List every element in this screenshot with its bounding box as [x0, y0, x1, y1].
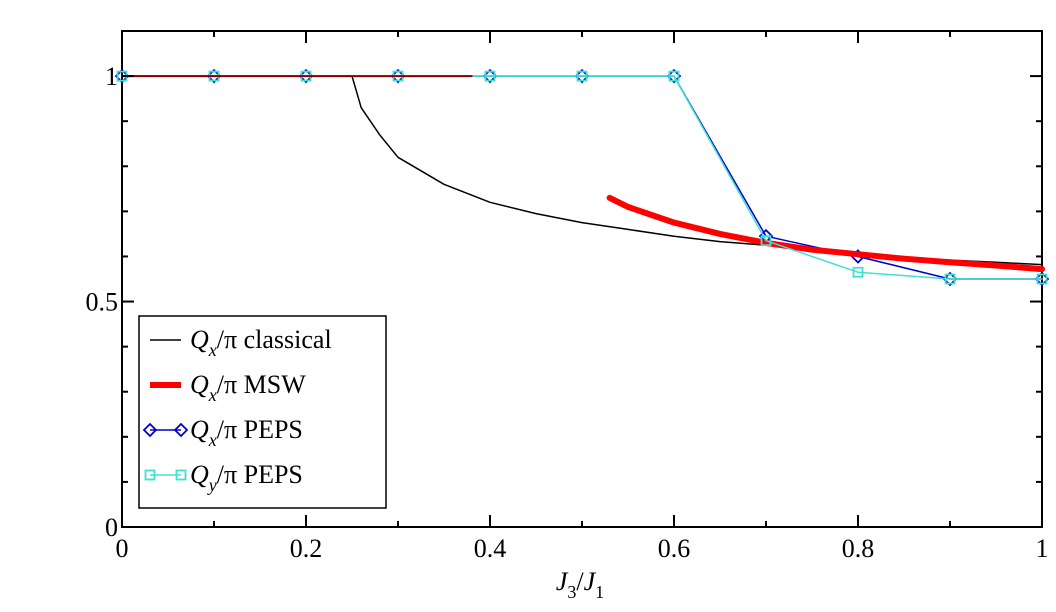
- x-title-sub1: 1: [595, 582, 604, 602]
- y-tick-label: 0: [105, 513, 118, 542]
- series-qy-peps: [116, 70, 1048, 285]
- x-tick-label: 0.4: [474, 534, 507, 563]
- series-line: [121, 75, 1043, 280]
- legend-entry: Qx/π PEPS: [142, 415, 303, 450]
- legend-marker: [142, 422, 158, 438]
- data-point-square: [668, 70, 680, 82]
- x-title-sub3: 3: [567, 582, 576, 602]
- series-line: [121, 75, 1043, 266]
- x-title-j1: J: [584, 567, 597, 596]
- legend: Qx/π classical Qx/π MSW Qx/π PEPS Qy/π PEPS: [138, 315, 387, 509]
- legend-box: [138, 315, 387, 509]
- y-tick-label: 1: [105, 62, 118, 91]
- series-layer: [114, 68, 1050, 287]
- data-point-square: [484, 70, 496, 82]
- legend-entry: Qy/π PEPS: [144, 460, 303, 495]
- series-qx-peps: [114, 68, 1050, 287]
- legend-label: Qy/π PEPS: [190, 460, 303, 495]
- x-tick-label: 0.8: [842, 534, 875, 563]
- legend-label: Qx/π MSW: [190, 370, 306, 405]
- data-point-square: [852, 266, 864, 278]
- x-axis-title: J3/J1: [556, 567, 604, 602]
- x-tick-label: 0.2: [290, 534, 323, 563]
- x-tick-label: 0: [116, 534, 129, 563]
- series-msw: [606, 194, 1045, 273]
- x-title-j3: J: [556, 567, 569, 596]
- legend-marker: [173, 422, 189, 438]
- series-line: [121, 75, 1043, 280]
- data-point-square: [576, 70, 588, 82]
- x-title-slash: /: [576, 567, 584, 596]
- data-point-square: [760, 235, 772, 247]
- x-tick-label: 1: [1036, 534, 1049, 563]
- series-line: [606, 194, 1045, 273]
- series-classical: [121, 75, 1043, 266]
- legend-entry: Qx/π classical: [150, 325, 332, 360]
- data-point-square: [944, 273, 956, 285]
- legend-marker: [175, 469, 187, 481]
- x-tick-label: 0.6: [658, 534, 691, 563]
- legend-entry: Qx/π MSW: [150, 370, 306, 405]
- legend-marker: [144, 469, 156, 481]
- ticks-layer: 0 0.2 0.4 0.6 0.8 1 0 0.5 1: [86, 31, 1049, 563]
- y-tick-label: 0.5: [86, 288, 119, 317]
- legend-label: Qx/π classical: [190, 325, 332, 360]
- legend-label: Qx/π PEPS: [190, 415, 303, 450]
- data-point-square: [1036, 273, 1048, 285]
